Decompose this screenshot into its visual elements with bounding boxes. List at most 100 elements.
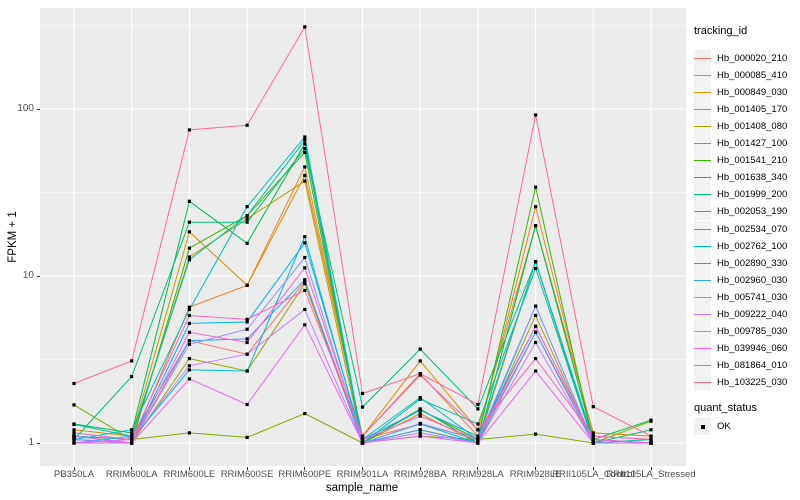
data-point [245, 369, 249, 373]
data-point [534, 369, 538, 373]
data-point [72, 434, 76, 438]
data-point [591, 441, 595, 445]
data-point [130, 441, 134, 445]
legend-key-Hb_002890_330 [694, 254, 711, 272]
x-tick-label: RRIM600PE [278, 469, 332, 480]
legend-label-Hb_081864_010: Hb_081864_010 [717, 360, 788, 372]
color-legend-title: tracking_id [694, 25, 748, 37]
square-point-icon [700, 424, 705, 429]
legend-swatch-line [694, 245, 711, 247]
data-point [303, 165, 307, 169]
data-point [534, 205, 538, 209]
data-point [591, 431, 595, 435]
data-point [303, 266, 307, 270]
data-point [534, 304, 538, 308]
x-tick-mark [246, 466, 248, 470]
plot-panel [40, 8, 686, 466]
legend-key-Hb_002960_030 [694, 271, 711, 289]
data-point [418, 408, 422, 412]
legend-panel: tracking_id Hb_000020_210 Hb_000085_410 Hb… [688, 0, 800, 500]
y-tick-mark [36, 275, 40, 277]
data-point [303, 150, 307, 154]
data-point [245, 317, 249, 321]
data-point [187, 364, 191, 368]
data-point [418, 428, 422, 432]
data-point [303, 278, 307, 282]
data-point [130, 428, 134, 432]
legend-key-Hb_009785_030 [694, 323, 711, 341]
x-tick-label: RRIM928LE [509, 469, 562, 480]
data-point [245, 205, 249, 209]
legend-key-Hb_000849_030 [694, 83, 711, 101]
x-tick-mark [592, 466, 594, 470]
x-tick-mark [131, 466, 133, 470]
legend-label-Hb_005741_030: Hb_005741_030 [717, 291, 788, 303]
data-point [591, 434, 595, 438]
data-point [476, 402, 480, 407]
data-point [591, 437, 595, 442]
data-point [303, 135, 307, 139]
legend-swatch-line [694, 228, 711, 230]
data-point [534, 324, 538, 328]
data-point [245, 214, 249, 218]
legend-label-Hb_002960_030: Hb_002960_030 [717, 274, 788, 286]
shape-legend-key [694, 418, 711, 435]
legend-label-Hb_002534_070: Hb_002534_070 [717, 223, 788, 235]
data-point [418, 412, 422, 416]
data-point [534, 357, 538, 361]
data-point [187, 199, 191, 203]
legend-key-Hb_001427_100 [694, 135, 711, 152]
data-point [303, 288, 307, 292]
data-point [649, 418, 653, 422]
y-tick-mark [36, 108, 40, 110]
legend-swatch-line [694, 108, 711, 110]
legend-label-Hb_039946_060: Hb_039946_060 [717, 343, 788, 355]
data-point [245, 435, 249, 439]
data-point [418, 372, 422, 376]
data-point [72, 381, 76, 386]
y-tick-mark [36, 442, 40, 444]
data-point [303, 241, 307, 245]
data-point [418, 431, 422, 435]
y-tick-label: 10 [22, 270, 34, 281]
data-point [418, 434, 422, 438]
legend-swatch-line [694, 160, 711, 162]
y-axis-title: FPKM + 1 [7, 211, 19, 263]
data-point [245, 337, 249, 341]
x-tick-mark [650, 466, 652, 470]
legend-swatch-line [694, 177, 711, 179]
legend-key-Hb_103225_030 [694, 374, 711, 392]
legend-label-Hb_001405_170: Hb_001405_170 [717, 103, 788, 115]
data-point [130, 431, 134, 435]
data-point [303, 235, 307, 239]
x-axis-title: sample_name [325, 482, 399, 494]
legend-swatch-line [694, 57, 711, 59]
data-point [418, 359, 422, 363]
data-point [303, 412, 307, 416]
data-point [360, 434, 365, 438]
legend-swatch-line [694, 331, 711, 333]
legend-label-Hb_002762_100: Hb_002762_100 [717, 240, 788, 252]
data-point [187, 230, 191, 234]
legend-key-Hb_039946_060 [694, 340, 711, 358]
data-point [303, 142, 307, 146]
legend-label-Hb_002890_330: Hb_002890_330 [717, 257, 788, 269]
data-point [303, 146, 307, 151]
legend-label-Hb_009785_030: Hb_009785_030 [717, 326, 788, 338]
data-point [187, 431, 191, 435]
x-tick-label: RRIM600SE [220, 469, 274, 480]
x-tick-mark [304, 466, 306, 470]
data-point [72, 437, 76, 442]
legend-label-Hb_001427_100: Hb_001427_100 [717, 138, 788, 149]
data-point [303, 307, 307, 312]
legend-key-Hb_001408_080 [694, 117, 711, 135]
legend-key-Hb_009222_040 [694, 306, 711, 323]
data-point [649, 437, 653, 442]
data-point [534, 260, 538, 264]
data-point [187, 357, 191, 361]
data-point [534, 313, 538, 318]
legend-label-Hb_001638_340: Hb_001638_340 [717, 172, 788, 184]
data-point [476, 428, 480, 432]
data-point [591, 405, 595, 409]
legend-label-Hb_000020_210: Hb_000020_210 [717, 52, 788, 64]
